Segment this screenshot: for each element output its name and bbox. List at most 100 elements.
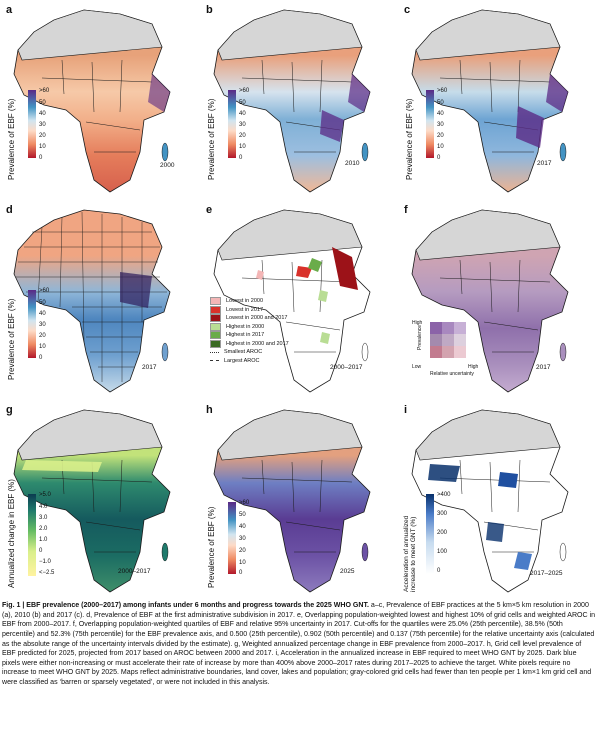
tick-label: >60 (239, 500, 250, 506)
africa-map-c (411, 9, 569, 193)
grid-cell (442, 322, 454, 334)
tick-label: 10 (437, 144, 444, 150)
tick-label: 10 (39, 144, 46, 150)
tick-label: >400 (437, 492, 451, 498)
legend-item: Largest AROC (210, 357, 289, 366)
year-label: 2025 (340, 568, 355, 575)
legend-label: Lowest in 2000 and 2017 (226, 315, 288, 322)
legend-label: Lowest in 2017 (226, 306, 263, 313)
panel-label: h (206, 404, 213, 416)
year-label: 2000 (160, 162, 175, 169)
year-label: 2010 (345, 160, 360, 167)
grid-cell (442, 346, 454, 358)
panel-g: g Annualized change in EBF (%) >5.0 4.0 … (2, 402, 190, 594)
tick-label: 300 (437, 511, 448, 517)
tick-label: 30 (437, 122, 444, 128)
change-colorbar (28, 494, 36, 576)
legend-swatch (210, 314, 221, 323)
legend-item: Smallest AROC (210, 348, 289, 357)
tick-label: 20 (437, 133, 444, 139)
africa-map-d (13, 209, 171, 393)
year-label: 2017 (537, 160, 552, 167)
tick-label: 10 (39, 344, 46, 350)
colorbar-title: Prevalence of EBF (%) (207, 98, 216, 180)
tick-label: 20 (239, 133, 246, 139)
tick-label: 50 (239, 512, 246, 518)
panel-label: d (6, 204, 13, 216)
legend-label: Largest AROC (224, 357, 260, 364)
tick-label: >60 (239, 88, 250, 94)
tick-label: 1.0 (39, 537, 48, 543)
tick-label: >60 (437, 88, 448, 94)
tick-label: 20 (39, 333, 46, 339)
tick-label: 200 (437, 530, 448, 536)
tick-label: 0 (239, 155, 243, 161)
africa-map-i (411, 409, 569, 593)
africa-map-e (213, 209, 371, 393)
africa-map-b (213, 9, 371, 193)
tick-label: 40 (39, 311, 46, 317)
panel-d: d Prevalence of EBF (%) >60 50 40 30 20 … (2, 202, 190, 394)
year-label: 2017–2025 (530, 570, 563, 577)
legend-line (210, 360, 219, 362)
tick-label: 0 (39, 355, 43, 361)
grid-cell (442, 334, 454, 346)
panel-label: a (6, 4, 13, 16)
legend-line (210, 351, 219, 353)
tick-label: 0 (239, 570, 243, 576)
tick-label: 3.0 (39, 515, 48, 521)
tick-label: 0 (437, 568, 441, 574)
year-label: 2017 (142, 364, 157, 371)
panel-label: b (206, 4, 213, 16)
tick-label: 0 (39, 548, 43, 554)
caption-body: a–c, Prevalence of EBF practices at the … (2, 602, 596, 687)
legend-low-label: Low (412, 364, 422, 370)
tick-label: 50 (39, 300, 46, 306)
legend-x-axis-label: Relative uncertainty (430, 371, 474, 377)
panel-label: g (6, 404, 13, 416)
tick-label: 50 (437, 100, 444, 106)
panel-b: b Prevalence of EBF (%) >60 50 40 30 20 … (202, 2, 390, 194)
colorbar-title: Acceleration of annualized increase to m… (403, 515, 418, 592)
colorbar-title: Prevalence of EBF (%) (207, 506, 216, 588)
africa-map-h (213, 409, 371, 593)
tick-label: <−2.5 (39, 570, 55, 576)
legend-swatch (210, 339, 221, 348)
tick-label: 10 (239, 560, 246, 566)
legend-label: Lowest in 2000 (226, 298, 263, 305)
tick-label: 100 (437, 549, 448, 555)
panel-f: f High Low High Relative uncertainty Pre… (400, 202, 588, 394)
colorbar-title: Prevalence of EBF (%) (7, 98, 16, 180)
legend-item: Lowest in 2017 (210, 305, 289, 315)
legend-item: Highest in 2000 and 2017 (210, 339, 289, 349)
legend-item: Highest in 2000 (210, 322, 289, 332)
panel-i: i Acceleration of annualized increase to… (400, 402, 588, 594)
figure-caption: Fig. 1 | EBF prevalence (2000–2017) amon… (2, 601, 596, 688)
legend-item: Highest in 2017 (210, 331, 289, 340)
colorbar-title: Annualized change in EBF (%) (7, 479, 16, 588)
prevalence-colorbar (28, 290, 36, 358)
africa-map-f (411, 209, 569, 393)
caption-heading: Fig. 1 | EBF prevalence (2000–2017) amon… (2, 602, 369, 609)
legend-label: Highest in 2000 (226, 323, 265, 330)
legend-x-high-label: High (468, 364, 479, 370)
panel-e: e Lowest in 2000 Lowest in 2017 Lowest i… (202, 202, 390, 394)
legend-item: Lowest in 2000 (210, 297, 289, 306)
legend-e: Lowest in 2000 Lowest in 2017 Lowest in … (210, 297, 289, 365)
grid-cell (430, 322, 442, 334)
tick-label: 50 (239, 100, 246, 106)
panel-c: c Prevalence of EBF (%) >60 50 40 30 20 … (400, 2, 588, 194)
panel-label: c (404, 4, 411, 16)
tick-label: 2.0 (39, 526, 48, 532)
tick-label: 40 (239, 524, 246, 530)
year-label: 2017 (536, 364, 551, 371)
tick-label: 20 (39, 133, 46, 139)
panel-h: h Prevalence of EBF (%) >60 50 40 30 20 … (202, 402, 390, 594)
panel-a: a Prevalence of EBF (%) >60 50 40 30 20 … (2, 2, 190, 194)
legend-swatch (210, 305, 221, 314)
tick-label: 0 (437, 155, 441, 161)
tick-label: 30 (39, 122, 46, 128)
legend-item: Lowest in 2000 and 2017 (210, 314, 289, 323)
prevalence-colorbar (426, 90, 434, 158)
year-label: 2000–2017 (118, 568, 151, 575)
